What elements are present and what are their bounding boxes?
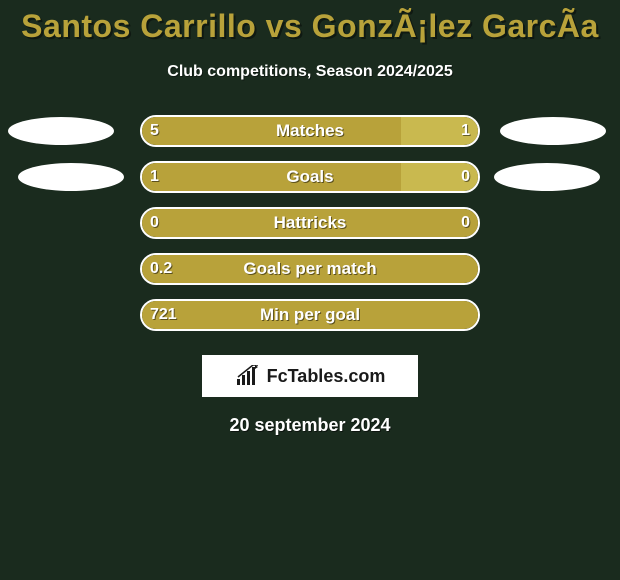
stat-row: 0.2Goals per match [0, 253, 620, 299]
page-title: Santos Carrillo vs GonzÃ¡lez GarcÃa [0, 8, 620, 45]
stat-row: 10Goals [0, 161, 620, 207]
stat-row: 721Min per goal [0, 299, 620, 345]
stat-label: Hattricks [142, 209, 478, 237]
player-ellipse-right [500, 117, 606, 145]
badge-text: FcTables.com [267, 366, 386, 387]
player-ellipse-right [494, 163, 600, 191]
bar-track: 0.2Goals per match [140, 253, 480, 285]
player-ellipse-left [18, 163, 124, 191]
player-ellipse-left [8, 117, 114, 145]
date-text: 20 september 2024 [0, 415, 620, 436]
bar-track: 00Hattricks [140, 207, 480, 239]
stat-label: Matches [142, 117, 478, 145]
chart-icon [235, 365, 261, 387]
bar-track: 721Min per goal [140, 299, 480, 331]
stat-label: Goals per match [142, 255, 478, 283]
stat-row: 51Matches [0, 115, 620, 161]
bar-track: 51Matches [140, 115, 480, 147]
stat-row: 00Hattricks [0, 207, 620, 253]
bar-track: 10Goals [140, 161, 480, 193]
page-subtitle: Club competitions, Season 2024/2025 [0, 63, 620, 81]
stat-label: Min per goal [142, 301, 478, 329]
stat-label: Goals [142, 163, 478, 191]
stats-rows: 51Matches 10Goals 00Hattricks 0.2Goals per … [0, 115, 620, 345]
source-badge: FcTables.com [202, 355, 418, 397]
